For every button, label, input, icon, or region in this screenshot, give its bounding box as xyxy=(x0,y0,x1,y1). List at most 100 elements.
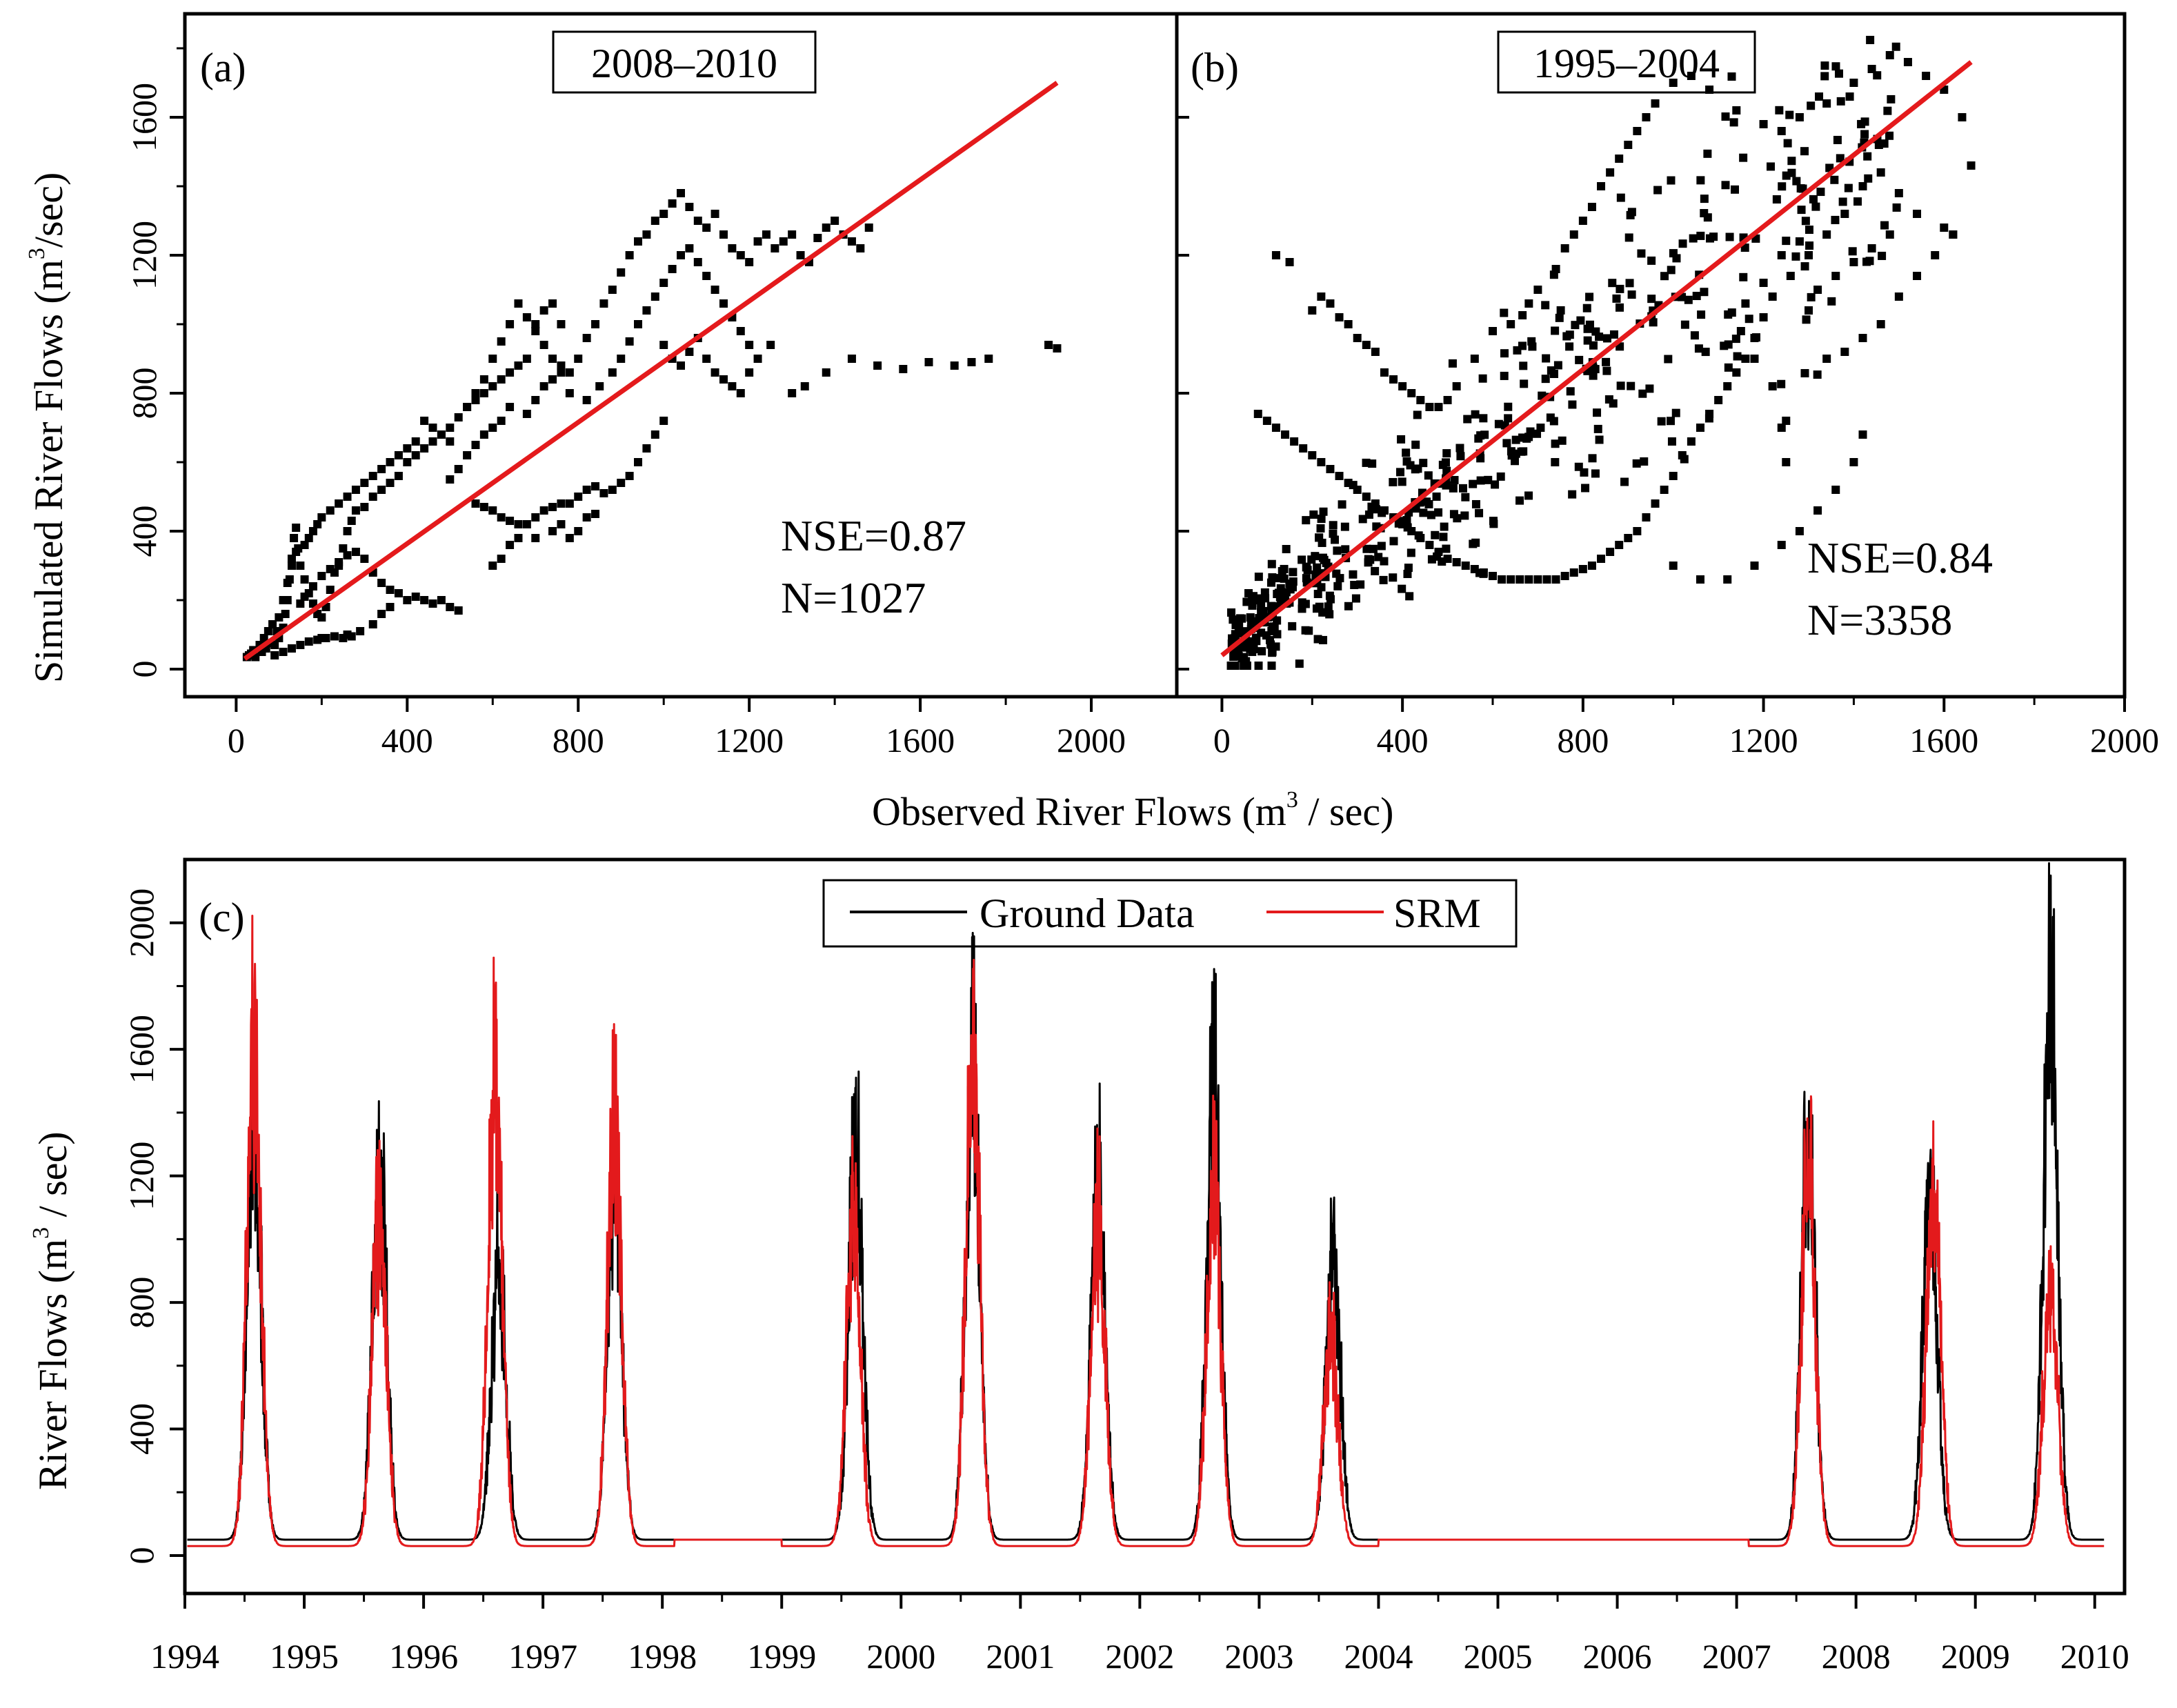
panel-b-point xyxy=(1640,457,1649,466)
y-axis-title-top: Simulated River Flows (m3/sec) xyxy=(24,172,71,683)
panel-b-point xyxy=(1295,659,1304,668)
panel-b-point xyxy=(1867,244,1876,252)
panel-b-point xyxy=(1736,327,1745,335)
panel-b-point xyxy=(1625,279,1634,288)
panel-a-point xyxy=(847,355,856,363)
panel-a-point xyxy=(599,489,608,497)
panel-b-point xyxy=(1405,592,1414,601)
panel-b-point xyxy=(1696,176,1705,185)
panel-b-point xyxy=(1440,522,1449,531)
panel-b-point xyxy=(1813,506,1822,515)
panel-a-point xyxy=(403,458,412,466)
panel-b-point xyxy=(1280,564,1289,573)
panel-b-point xyxy=(1434,508,1443,517)
panel-c-x-tick-label: 2000 xyxy=(866,1637,935,1676)
panel-b-point xyxy=(1515,496,1524,505)
panel-b-point xyxy=(1697,310,1706,319)
panel-a-point xyxy=(287,562,296,570)
panel-b-point xyxy=(1411,440,1420,449)
panel-a-point xyxy=(574,493,583,501)
panel-b-point xyxy=(1419,508,1428,517)
panel-a-point xyxy=(702,224,711,232)
panel-a-point xyxy=(488,382,497,390)
panel-b-point xyxy=(1562,332,1571,341)
panel-b-x-tick-label: 400 xyxy=(1377,721,1429,759)
panel-b-point xyxy=(1733,352,1742,361)
panel-b-point xyxy=(1967,161,1976,170)
panel-b-point xyxy=(1669,249,1678,258)
panel-b-point xyxy=(1585,292,1594,301)
panel-a-point xyxy=(650,292,659,301)
panel-b-point xyxy=(1518,311,1527,320)
panel-a-point xyxy=(522,313,531,321)
panel-c-y-tick-label: 0 xyxy=(122,1547,161,1564)
panel-a-point xyxy=(736,389,745,397)
panel-b-point xyxy=(1845,92,1854,101)
panel-b-point xyxy=(1913,272,1922,280)
panel-b-point xyxy=(1862,257,1871,266)
panel-a-point xyxy=(557,320,566,328)
panel-b-point xyxy=(1407,527,1416,535)
panel-b-point xyxy=(1805,226,1813,235)
panel-a-point xyxy=(428,424,437,432)
panel-b-point xyxy=(1358,515,1367,524)
panel-b-point xyxy=(1479,414,1488,423)
panel-b-point xyxy=(1244,589,1253,598)
panel-b-point xyxy=(1350,581,1359,590)
panel-b-point xyxy=(1498,575,1507,584)
panel-b-point xyxy=(1519,447,1528,456)
panel-b-point xyxy=(1329,529,1338,538)
panel-b-point xyxy=(1575,355,1584,364)
panel-a-point xyxy=(668,265,677,273)
panel-b-point xyxy=(1701,348,1710,357)
panel-b-point xyxy=(1260,588,1269,597)
panel-b-point xyxy=(1627,381,1636,390)
panel-c-x-tick-label: 2002 xyxy=(1105,1637,1174,1676)
panel-b-point xyxy=(1442,449,1451,458)
panel-b-point xyxy=(1231,662,1240,670)
panel-b-point xyxy=(1371,499,1380,508)
panel-c-y-tick-label: 1600 xyxy=(122,1015,161,1084)
panel-b-point xyxy=(1229,653,1238,662)
panel-a-point xyxy=(745,341,754,349)
panel-a-x-tick-label: 400 xyxy=(381,721,433,759)
panel-b-point xyxy=(1455,444,1464,453)
panel-b-point xyxy=(1344,320,1353,328)
panel-b-point xyxy=(1528,342,1537,351)
panel-b-point xyxy=(1840,210,1849,218)
panel-a-point xyxy=(420,596,429,604)
panel-a-point xyxy=(488,562,497,570)
panel-a-point xyxy=(642,306,651,315)
panel-b-point xyxy=(1442,481,1451,490)
panel-a-point xyxy=(506,541,515,549)
panel-b-point xyxy=(1560,244,1569,252)
panel-b-point xyxy=(1597,555,1606,563)
panel-b-point xyxy=(1714,396,1723,404)
panel-b-point xyxy=(1805,241,1814,250)
panel-a-point xyxy=(308,582,317,590)
panel-b-point xyxy=(1800,262,1809,271)
panel-b-point xyxy=(1442,544,1451,553)
panel-b-point xyxy=(1309,510,1318,519)
panel-a-point xyxy=(317,613,326,622)
panel-a-point xyxy=(463,451,472,459)
panel-b-point xyxy=(1604,395,1613,404)
panel-b-point xyxy=(1271,251,1280,259)
panel-a-point xyxy=(454,413,463,421)
panel-b-point xyxy=(1416,396,1425,404)
panel-a-point xyxy=(693,258,702,266)
panel-b-point xyxy=(1759,279,1768,287)
panel-a-point xyxy=(582,396,591,404)
panel-b-point xyxy=(1478,374,1487,383)
panel-a-point xyxy=(728,382,737,390)
panel-a-point xyxy=(659,279,668,287)
panel-b-point xyxy=(1362,458,1371,467)
panel-a-point xyxy=(394,451,403,459)
panel-a-point xyxy=(650,430,659,439)
panel-b-n: N=3358 xyxy=(1807,595,1952,644)
panel-a-point xyxy=(343,551,352,559)
panel-b-point xyxy=(1303,566,1312,575)
panel-a-label: (a) xyxy=(200,45,246,90)
panel-a-n: N=1027 xyxy=(781,573,926,622)
